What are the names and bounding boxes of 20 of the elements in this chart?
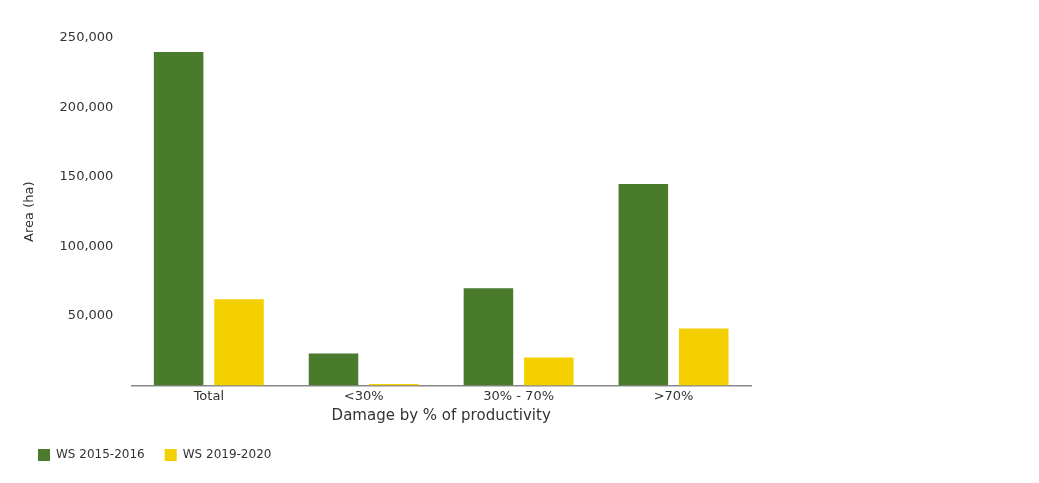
y-tick-label: 200,000 <box>59 98 114 114</box>
y-axis-title: Area (ha) <box>21 181 37 242</box>
bar <box>618 183 669 386</box>
bar <box>463 288 514 386</box>
legend-label: WS 2015-2016 <box>56 447 145 462</box>
y-tick-label: 50,000 <box>67 307 114 323</box>
legend-label: WS 2019-2020 <box>182 447 272 462</box>
x-tick-label: 30% - 70% <box>483 387 555 403</box>
y-tick-label: 250,000 <box>59 29 114 45</box>
bar <box>153 51 204 386</box>
x-tick-label: <30% <box>343 387 384 403</box>
y-tick-label: 150,000 <box>59 168 114 184</box>
x-tick-label: >70% <box>653 387 694 403</box>
bar <box>214 299 264 386</box>
y-tick-label: 100,000 <box>59 237 114 253</box>
bar <box>524 357 574 386</box>
bar <box>308 353 359 386</box>
bar <box>678 328 729 386</box>
x-tick-label: Total <box>192 387 224 403</box>
x-axis-title: Damage by % of productivity <box>331 405 551 424</box>
